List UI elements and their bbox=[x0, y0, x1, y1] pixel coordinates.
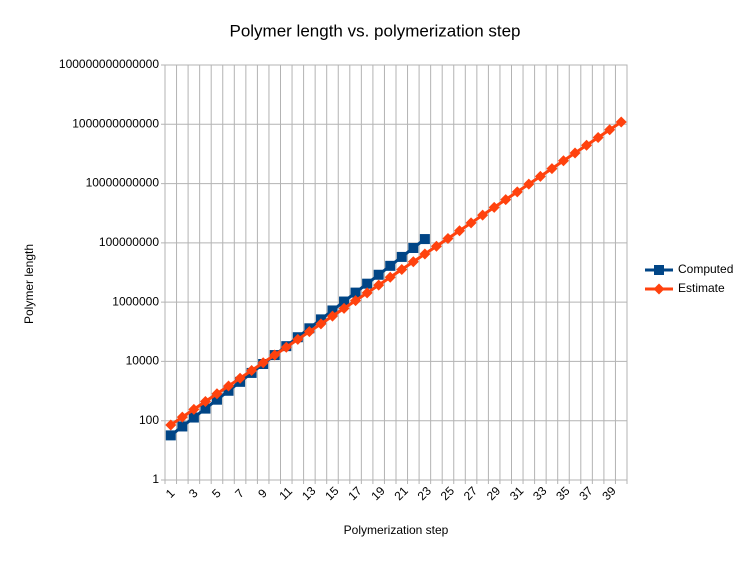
data-point bbox=[511, 186, 523, 198]
data-point bbox=[269, 349, 281, 361]
y-tick-label: 1 bbox=[152, 472, 159, 486]
data-point bbox=[188, 412, 199, 423]
x-tick-label: 9 bbox=[255, 486, 270, 501]
data-point bbox=[199, 396, 211, 408]
data-point bbox=[211, 394, 222, 405]
x-tick-label: 5 bbox=[209, 486, 224, 501]
x-tick-label: 27 bbox=[461, 484, 481, 504]
y-tick-label: 10000000000 bbox=[86, 176, 160, 190]
data-point bbox=[534, 170, 546, 182]
data-point bbox=[604, 124, 616, 136]
data-point bbox=[442, 232, 454, 244]
x-tick-label: 35 bbox=[553, 484, 573, 504]
data-point bbox=[315, 318, 327, 330]
chart-title: Polymer length vs. polymerization step bbox=[229, 21, 520, 40]
data-point bbox=[327, 305, 338, 316]
data-point bbox=[385, 260, 396, 271]
legend-label: Estimate bbox=[678, 281, 725, 295]
data-point bbox=[350, 295, 362, 307]
legend-label: Computed bbox=[678, 262, 733, 276]
data-point bbox=[419, 248, 431, 260]
y-axis-title: Polymer length bbox=[22, 244, 36, 324]
x-tick-label: 13 bbox=[299, 484, 319, 504]
y-tick-label: 1000000000000 bbox=[72, 116, 159, 130]
x-tick-label: 3 bbox=[186, 486, 201, 501]
data-point bbox=[454, 225, 466, 237]
data-point bbox=[407, 256, 419, 268]
data-point bbox=[569, 147, 581, 159]
data-point bbox=[546, 163, 558, 175]
data-point bbox=[280, 341, 292, 353]
data-point bbox=[361, 287, 373, 299]
data-point bbox=[211, 388, 223, 400]
data-point bbox=[373, 279, 385, 291]
data-point bbox=[234, 372, 246, 384]
x-tick-label: 29 bbox=[484, 484, 504, 504]
data-point bbox=[246, 364, 258, 376]
data-point bbox=[362, 278, 373, 289]
x-tick-label: 39 bbox=[599, 484, 619, 504]
y-tick-label: 100000000 bbox=[99, 235, 159, 249]
x-tick-label: 33 bbox=[530, 484, 550, 504]
data-point bbox=[165, 430, 176, 441]
data-point bbox=[488, 201, 500, 213]
data-point bbox=[188, 403, 200, 415]
data-point bbox=[396, 264, 408, 276]
x-tick-label: 1 bbox=[163, 486, 178, 501]
data-point bbox=[292, 333, 304, 345]
x-tick-label: 11 bbox=[276, 484, 295, 503]
x-tick-label: 25 bbox=[438, 484, 458, 504]
y-tick-label: 10000 bbox=[126, 354, 160, 368]
data-point bbox=[408, 242, 419, 253]
data-point bbox=[338, 302, 350, 314]
data-point bbox=[165, 419, 177, 431]
data-point bbox=[257, 357, 269, 369]
data-point bbox=[557, 155, 569, 167]
x-tick-label: 17 bbox=[345, 484, 365, 504]
data-point bbox=[581, 139, 593, 151]
data-point bbox=[303, 326, 315, 338]
x-tick-label: 15 bbox=[322, 484, 342, 504]
data-point bbox=[339, 296, 350, 307]
legend-marker bbox=[653, 283, 665, 295]
data-point bbox=[430, 240, 442, 252]
data-point bbox=[500, 194, 512, 206]
x-tick-label: 23 bbox=[415, 484, 435, 504]
data-point bbox=[200, 403, 211, 414]
y-tick-label: 100000000000000 bbox=[59, 57, 159, 71]
data-point bbox=[615, 116, 627, 128]
y-tick-label: 100 bbox=[139, 413, 159, 427]
data-point bbox=[523, 178, 535, 190]
data-point bbox=[176, 411, 188, 423]
plot-frame bbox=[164, 64, 628, 481]
x-tick-label: 7 bbox=[232, 486, 247, 501]
x-tick-label: 37 bbox=[576, 484, 596, 504]
data-point bbox=[373, 269, 384, 280]
data-point bbox=[223, 380, 235, 392]
x-tick-label: 21 bbox=[392, 484, 412, 504]
legend-marker bbox=[654, 265, 664, 275]
data-point bbox=[384, 271, 396, 283]
data-point bbox=[396, 251, 407, 262]
x-tick-label: 19 bbox=[368, 484, 388, 504]
x-axis-title: Polymerization step bbox=[344, 523, 449, 537]
data-point bbox=[419, 234, 430, 245]
data-point bbox=[465, 217, 477, 229]
data-point bbox=[326, 310, 338, 322]
y-tick-label: 1000000 bbox=[112, 294, 159, 308]
data-point bbox=[350, 287, 361, 298]
data-point bbox=[592, 132, 604, 144]
data-point bbox=[477, 209, 489, 221]
series-line bbox=[169, 120, 623, 427]
data-point bbox=[177, 421, 188, 432]
x-tick-label: 31 bbox=[507, 484, 527, 504]
